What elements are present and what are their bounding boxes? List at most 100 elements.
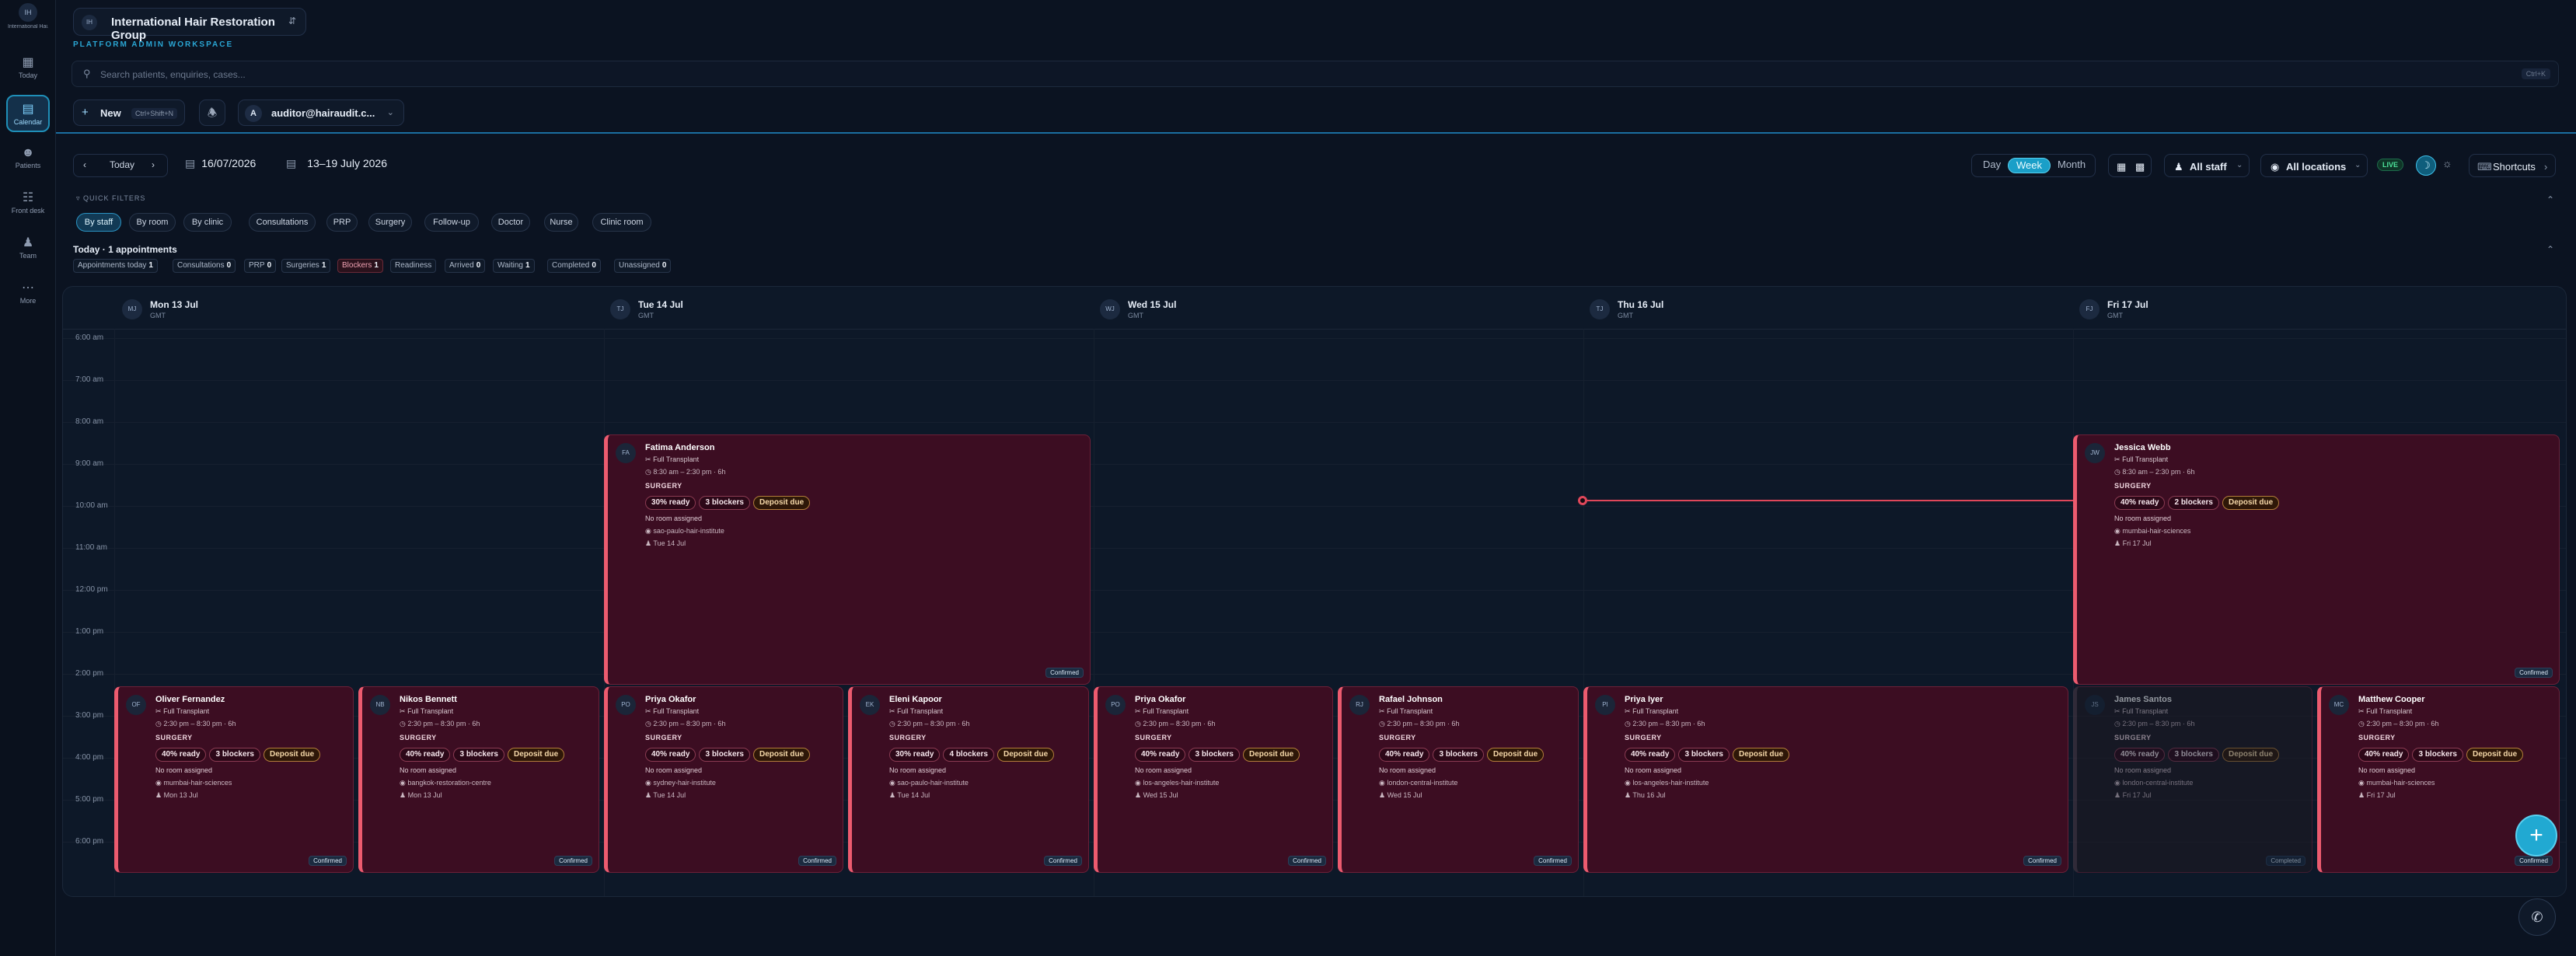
phone-icon[interactable]: ✆ (2518, 898, 2556, 936)
user-icon: ♟ (1135, 791, 1142, 799)
dark-mode-moon-icon[interactable]: ☽ (2416, 155, 2436, 176)
sidebar-item-calendar[interactable]: ▤ Calendar (6, 95, 50, 132)
chip-clinic-room[interactable]: Clinic room (592, 213, 651, 232)
add-appointment-button[interactable]: + (2515, 815, 2557, 857)
hour-label: 8:00 am (75, 417, 104, 426)
date-label: Wed 15 Jul (1143, 791, 1178, 799)
procedure-label: Full Transplant (897, 707, 944, 715)
readiness-badges: 40% ready 3 blockers Deposit due (2114, 746, 2282, 762)
clinic-name: ◉ los-angeles-hair-institute (1135, 779, 1219, 787)
appointment-category: SURGERY (645, 734, 682, 741)
appointment-category: SURGERY (1135, 734, 1172, 741)
procedure-label: Full Transplant (1632, 707, 1679, 715)
deposit-badge: Deposit due (2222, 496, 2280, 510)
hour-row: 11:00 am (63, 543, 2566, 552)
chip-by-room[interactable]: By room (129, 213, 176, 232)
avatar: MC (2329, 695, 2349, 715)
next-week-button[interactable]: › (152, 159, 155, 170)
view-week-button[interactable]: Week (2008, 158, 2051, 173)
clock-icon: ◷ (155, 720, 162, 727)
appointment-card[interactable]: NB Nikos Bennett ✂ Full Transplant ◷ 2:30 p… (358, 686, 599, 873)
sidebar-item-more[interactable]: ⋯ More (6, 275, 50, 312)
notifications-bell-icon[interactable]: 🕭 (199, 99, 225, 126)
chip-doctor[interactable]: Doctor (491, 213, 530, 232)
appointment-card[interactable]: FA Fatima Anderson ✂ Full Transplant ◷ 8:30… (604, 434, 1091, 685)
sidebar-item-patients[interactable]: ☻ Patients (6, 140, 50, 177)
blockers-badge: 3 blockers (1678, 748, 1730, 762)
stat-value: 0 (267, 261, 272, 270)
appointment-card[interactable]: PO Priya Okafor ✂ Full Transplant ◷ 2:30 pm… (1094, 686, 1333, 873)
grid-layout-icon[interactable]: ▦ (2117, 161, 2127, 173)
staff-filter[interactable]: ♟ All staff ⌄ (2164, 154, 2250, 177)
room-status: No room assigned (2358, 766, 2416, 774)
appointment-card[interactable]: JW Jessica Webb ✂ Full Transplant ◷ 8:30 am… (2073, 434, 2560, 685)
ready-badge: 40% ready (1135, 748, 1186, 762)
appointment-card[interactable]: JS James Santos ✂ Full Transplant ◷ 2:30 pm… (2073, 686, 2312, 873)
appointment-card[interactable]: RJ Rafael Johnson ✂ Full Transplant ◷ 2:30 … (1338, 686, 1579, 873)
appointment-card[interactable]: EK Eleni Kapoor ✂ Full Transplant ◷ 2:30 pm… (848, 686, 1089, 873)
chip-by-clinic[interactable]: By clinic (183, 213, 232, 232)
status-badge: Confirmed (1045, 668, 1084, 678)
appointment-date: ♟ Wed 15 Jul (1135, 791, 1178, 800)
avatar: TJ (1590, 299, 1610, 319)
view-day-button[interactable]: Day (1983, 159, 2002, 170)
hour-label: 10:00 am (75, 501, 108, 510)
sidebar-item-team[interactable]: ♟ Team (6, 230, 50, 267)
view-month-button[interactable]: Month (2058, 159, 2086, 170)
procedure-type: ✂ Full Transplant (400, 707, 453, 716)
collapse-summary-chevron-icon[interactable]: ⌃ (2546, 244, 2555, 255)
status-badge: Completed (2266, 856, 2305, 866)
hour-row: 2:00 pm (63, 669, 2566, 678)
week-range: ▤ 13–19 July 2026 (286, 157, 387, 170)
appointment-card[interactable]: MC Matthew Cooper ✂ Full Transplant ◷ 2:30 … (2317, 686, 2560, 873)
collapse-filters-chevron-icon[interactable]: ⌃ (2546, 194, 2555, 205)
chip-surgery[interactable]: Surgery (368, 213, 412, 232)
ready-badge: 40% ready (2358, 748, 2410, 762)
location-pin-icon: ◉ (2114, 779, 2120, 787)
user-menu[interactable]: A auditor@hairaudit.c... ⌄ (238, 99, 404, 126)
chip-nurse[interactable]: Nurse (544, 213, 578, 232)
new-button[interactable]: + New Ctrl+Shift+N (73, 99, 185, 126)
org-selector[interactable]: IH International Hair Restoration Group … (73, 8, 306, 42)
today-button[interactable]: Today (110, 159, 135, 170)
clock-icon: ◷ (1135, 720, 1141, 727)
week-calendar-grid: MJ Mon 13 Jul GMT TJ Tue 14 Jul GMT WJ W… (62, 286, 2567, 897)
chip-follow-up[interactable]: Follow-up (424, 213, 479, 232)
prev-week-button[interactable]: ‹ (83, 159, 86, 170)
global-search: ⚲ Ctrl+K (72, 61, 2559, 87)
user-icon: ♟ (645, 539, 652, 547)
org-switcher-mini[interactable]: IH International Hai... (8, 3, 48, 34)
user-email: auditor@hairaudit.c... (271, 107, 375, 119)
chip-prp[interactable]: PRP (326, 213, 358, 232)
date-picker[interactable]: ▤ 16/07/2026 (185, 157, 256, 170)
day-timezone: GMT (1618, 312, 1633, 319)
search-input[interactable] (100, 66, 2354, 83)
procedure-type: ✂ Full Transplant (155, 707, 209, 716)
procedure-label: Full Transplant (1387, 707, 1433, 715)
light-mode-sun-icon[interactable]: ☼ (2442, 157, 2452, 169)
appointment-card[interactable]: PO Priya Okafor ✂ Full Transplant ◷ 2:30 pm… (604, 686, 843, 873)
appointment-card[interactable]: OF Oliver Fernandez ✂ Full Transplant ◷ 2:3… (114, 686, 354, 873)
appointment-card[interactable]: PI Priya Iyer ✂ Full Transplant ◷ 2:30 pm –… (1583, 686, 2068, 873)
appointment-date: ♟ Thu 16 Jul (1625, 791, 1665, 800)
appointment-time: ◷ 2:30 pm – 8:30 pm · 6h (400, 720, 480, 728)
location-filter[interactable]: ◉ All locations ⌄ (2260, 154, 2368, 177)
room-status: No room assigned (645, 515, 703, 522)
sidebar-item-today[interactable]: ▦ Today (6, 50, 50, 87)
stat-prp: PRP 0 (244, 259, 277, 273)
hour-label: 5:00 pm (75, 795, 104, 804)
readiness-badges: 30% ready 3 blockers Deposit due (645, 494, 813, 510)
avatar: RJ (1349, 695, 1370, 715)
ready-badge: 40% ready (2114, 748, 2166, 762)
chip-consultations[interactable]: Consultations (249, 213, 316, 232)
shortcuts-button[interactable]: ⌨ Shortcuts › (2469, 154, 2556, 177)
appointment-date: ♟ Mon 13 Jul (155, 791, 198, 800)
chip-by-staff[interactable]: By staff (76, 213, 121, 232)
appointment-time: ◷ 2:30 pm – 8:30 pm · 6h (1625, 720, 1705, 728)
sidebar-item-front-desk[interactable]: ☷ Front desk (6, 185, 50, 222)
bar-chart-icon[interactable]: ▩ (2135, 161, 2145, 173)
date-label: Tue 14 Jul (653, 791, 686, 799)
ready-badge: 30% ready (645, 496, 696, 510)
stat-surgeries: Surgeries 1 (281, 259, 331, 273)
org-avatar: IH (19, 3, 37, 22)
